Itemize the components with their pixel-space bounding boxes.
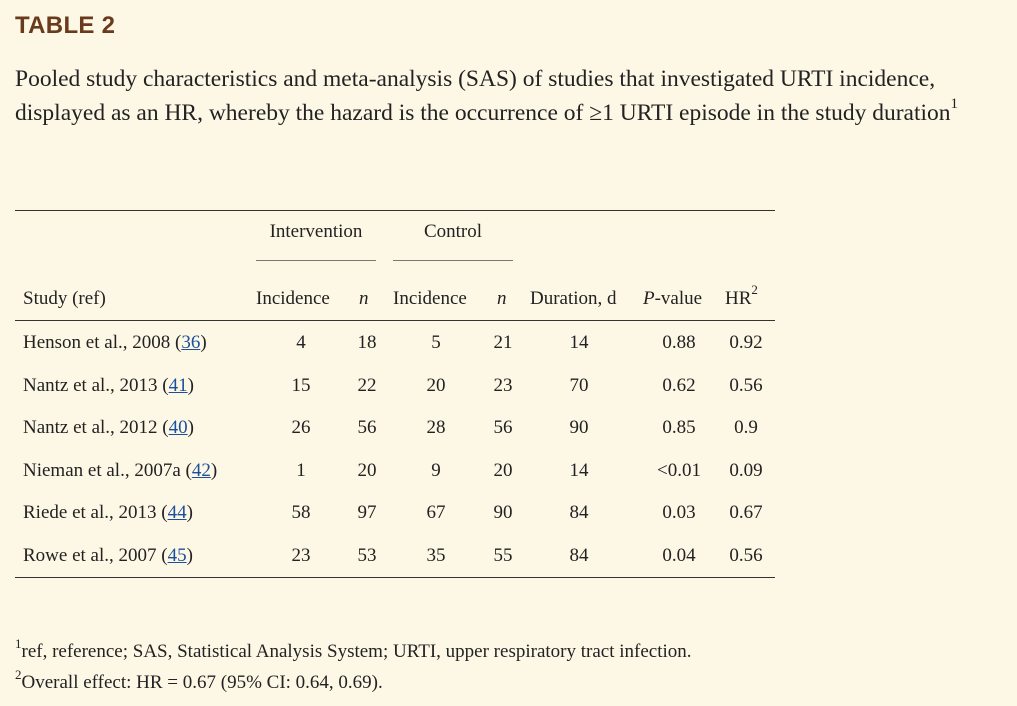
table-bottom-rule: [15, 577, 775, 578]
cell-ctl-incidence: 35: [426, 544, 446, 566]
col-header-hr: HR2: [725, 283, 758, 310]
table-label: TABLE 2: [15, 12, 116, 39]
study-close-paren: ): [187, 417, 194, 438]
cell-int-n: 18: [357, 332, 377, 353]
col-header-duration: Duration, d: [530, 288, 617, 309]
footnote-1: 1ref, reference; SAS, Statistical Analys…: [15, 636, 692, 667]
cell-int-n: 20: [357, 459, 377, 481]
group-header-control: Control: [423, 221, 483, 242]
cell-ctl-incidence: 20: [426, 374, 446, 396]
cell-pvalue: 0.03: [662, 502, 696, 523]
cell-pvalue: 0.04: [662, 544, 696, 566]
reference-link[interactable]: 44: [167, 502, 187, 523]
cell-int-incidence: 23: [291, 544, 311, 566]
cell-hr: 0.67: [729, 502, 763, 523]
col-header-int-incidence: Incidence: [256, 288, 330, 309]
study-name: Henson et al., 2008 (: [23, 332, 182, 353]
cell-study: Rowe et al., 2007 (45): [23, 545, 193, 567]
footnote-2: 2Overall effect: HR = 0.67 (95% CI: 0.64…: [15, 667, 692, 698]
study-close-paren: ): [186, 502, 193, 523]
table-caption: Pooled study characteristics and meta-an…: [15, 62, 1005, 130]
cell-ctl-incidence: 28: [426, 417, 446, 438]
cell-study: Nantz et al., 2013 (41): [23, 375, 194, 397]
cell-int-n: 97: [357, 502, 377, 523]
cell-ctl-n: 55: [493, 544, 513, 566]
cell-hr: 0.56: [729, 544, 763, 566]
cell-ctl-incidence: 5: [431, 332, 441, 353]
cell-ctl-n: 56: [493, 417, 513, 438]
cell-study: Nieman et al., 2007a (42): [23, 460, 217, 482]
cell-duration: 84: [569, 502, 589, 523]
footnote-2-mark: 2: [15, 667, 22, 682]
cell-int-n: 53: [357, 544, 377, 566]
cell-ctl-n: 23: [493, 374, 513, 396]
cell-pvalue: 0.62: [662, 374, 696, 396]
col-header-study: Study (ref): [23, 288, 106, 309]
cell-hr: 0.09: [729, 459, 763, 481]
col-header-ctl-incidence: Incidence: [393, 288, 467, 309]
reference-link[interactable]: 36: [181, 332, 201, 353]
cell-int-n: 22: [357, 374, 377, 396]
col-header-int-n: n: [359, 288, 369, 309]
reference-link[interactable]: 41: [168, 374, 188, 396]
group-rule-intervention: [256, 260, 376, 261]
cell-ctl-n: 90: [493, 502, 513, 523]
cell-int-incidence: 1: [296, 459, 306, 481]
col-header-pvalue: P-value: [643, 288, 702, 310]
cell-pvalue: <0.01: [657, 459, 701, 481]
cell-int-incidence: 4: [296, 332, 306, 353]
col-header-hr-mark: 2: [751, 282, 758, 297]
cell-ctl-n: 21: [493, 332, 513, 353]
study-name: Nantz et al., 2013 (: [23, 374, 169, 396]
table-top-rule: [15, 210, 775, 211]
study-name: Riede et al., 2013 (: [23, 502, 168, 523]
col-header-hr-label: HR: [725, 288, 752, 309]
table-header-rule: [15, 320, 775, 321]
group-rule-control: [393, 260, 513, 261]
footnote-1-mark: 1: [15, 636, 22, 651]
col-header-pvalue-italic: P: [643, 288, 655, 309]
cell-ctl-incidence: 9: [431, 459, 441, 481]
study-name: Nantz et al., 2012 (: [23, 417, 169, 438]
footnote-1-text: ref, reference; SAS, Statistical Analysi…: [21, 641, 692, 662]
cell-pvalue: 0.85: [662, 417, 696, 438]
cell-ctl-incidence: 67: [426, 502, 446, 523]
table-footnotes: 1ref, reference; SAS, Statistical Analys…: [15, 636, 692, 698]
study-name: Rowe et al., 2007 (: [23, 544, 168, 566]
cell-study: Nantz et al., 2012 (40): [23, 417, 194, 439]
cell-study: Riede et al., 2013 (44): [23, 502, 193, 524]
reference-link[interactable]: 42: [191, 459, 211, 481]
cell-duration: 84: [569, 544, 589, 566]
study-close-paren: ): [210, 459, 218, 481]
cell-hr: 0.56: [729, 374, 763, 396]
cell-hr: 0.92: [729, 332, 763, 353]
cell-pvalue: 0.88: [662, 332, 696, 353]
group-header-intervention: Intervention: [269, 221, 363, 242]
cell-duration: 70: [569, 374, 589, 396]
cell-hr: 0.9: [734, 417, 758, 438]
cell-int-incidence: 15: [291, 374, 311, 396]
study-close-paren: ): [186, 544, 193, 566]
cell-int-incidence: 26: [291, 417, 311, 438]
cell-duration: 14: [569, 332, 589, 353]
cell-duration: 90: [569, 417, 589, 438]
caption-footnote-mark: 1: [950, 96, 959, 112]
cell-duration: 14: [569, 459, 589, 481]
col-header-pvalue-rest: -value: [654, 288, 703, 309]
cell-ctl-n: 20: [493, 459, 513, 481]
col-header-ctl-n: n: [497, 288, 507, 309]
reference-link[interactable]: 40: [168, 417, 188, 438]
cell-int-incidence: 58: [291, 502, 311, 523]
cell-study: Henson et al., 2008 (36): [23, 332, 207, 354]
reference-link[interactable]: 45: [167, 544, 187, 566]
study-close-paren: ): [200, 332, 207, 353]
study-name: Nieman et al., 2007a (: [23, 459, 192, 481]
footnote-2-text: Overall effect: HR = 0.67 (95% CI: 0.64,…: [21, 672, 383, 693]
caption-text: Pooled study characteristics and meta-an…: [15, 66, 951, 126]
cell-int-n: 56: [357, 417, 377, 438]
study-close-paren: ): [187, 374, 194, 396]
